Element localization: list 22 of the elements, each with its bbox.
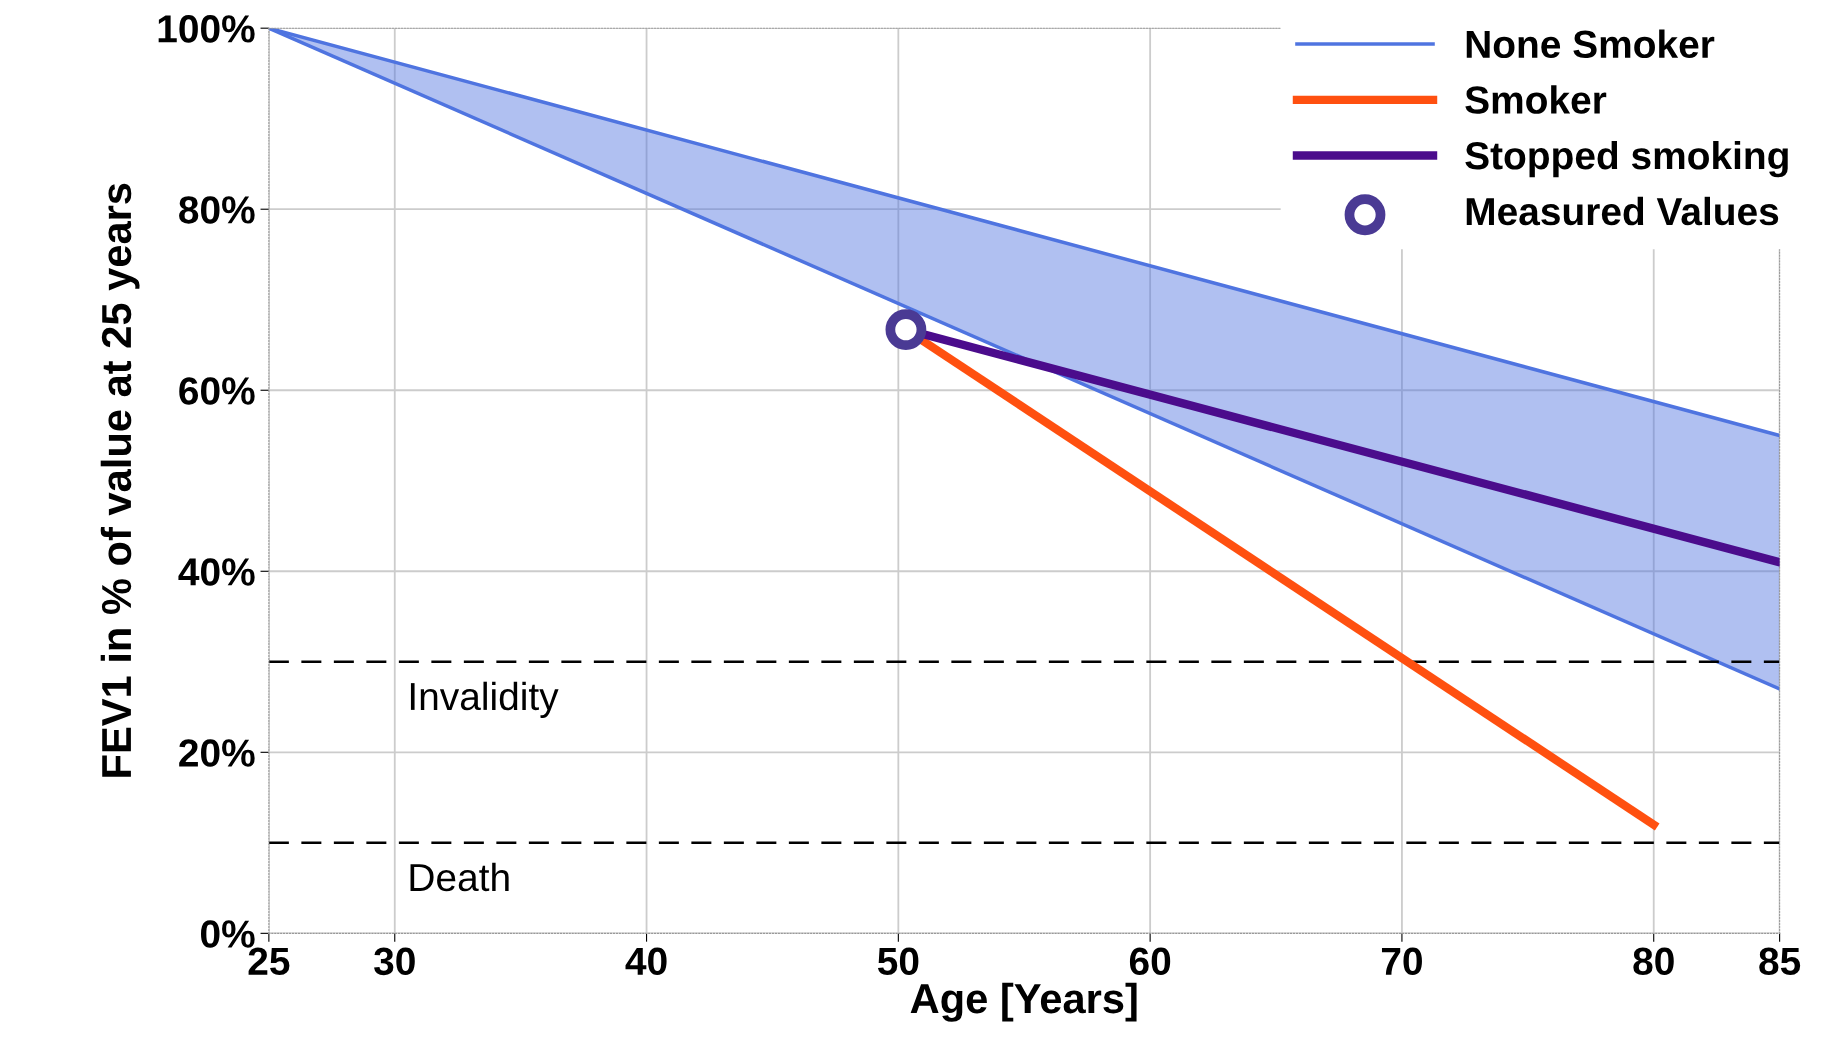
x-tick-label: 40 [625, 947, 667, 976]
x-tick-label: 70 [1381, 947, 1422, 976]
x-tick-label: 60 [1129, 947, 1171, 976]
x-tick-label: 50 [877, 947, 919, 976]
legend-label: Measured Values [1466, 196, 1779, 226]
y-tick-label: 20% [179, 739, 255, 767]
legend-label: None Smoker [1466, 29, 1715, 59]
ref-line-label: Death [410, 862, 509, 892]
x-axis-title: Age [Years] [910, 982, 1137, 1022]
x-tick-label: 85 [1759, 947, 1801, 976]
y-tick-label: 0% [201, 920, 255, 948]
x-tick-label: 25 [248, 947, 290, 976]
ref-line-label: Invalidity [410, 681, 559, 718]
y-tick-label: 60% [179, 377, 255, 405]
x-tick-label: 80 [1633, 947, 1674, 976]
y-tick-label: 100% [158, 15, 255, 43]
legend-label: Stopped smoking [1465, 140, 1788, 178]
y-tick-label: 80% [179, 196, 255, 224]
y-axis-title: FEV1 in % of value at 25 years [100, 183, 140, 777]
y-tick-label: 40% [178, 558, 255, 586]
legend-label: Smoker [1465, 85, 1607, 114]
x-tick-label: 30 [374, 947, 415, 976]
